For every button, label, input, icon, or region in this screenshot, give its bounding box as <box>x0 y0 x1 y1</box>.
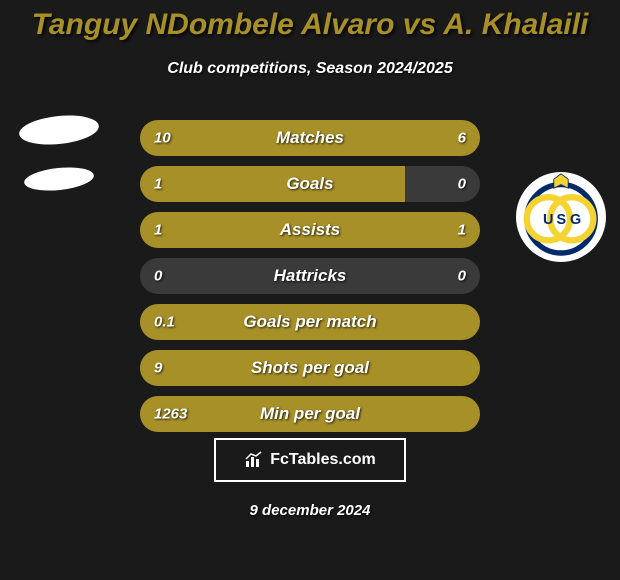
stat-right-value: 6 <box>458 130 466 147</box>
page-title: Tanguy NDombele Alvaro vs A. Khalaili <box>0 0 620 42</box>
svg-text:S: S <box>557 212 567 228</box>
footer-brand-box: FcTables.com <box>214 438 406 482</box>
stat-bar: 10 6 Matches <box>140 120 480 156</box>
stat-bar: 0 0 Hattricks <box>140 258 480 294</box>
stat-label: Matches <box>276 128 344 148</box>
club-crest-icon: U S G <box>516 172 606 262</box>
stat-bar: 0.1 Goals per match <box>140 304 480 340</box>
stat-right-value: 0 <box>458 268 466 285</box>
svg-text:U: U <box>543 212 553 228</box>
stat-bar: 1263 Min per goal <box>140 396 480 432</box>
stat-bar: 9 Shots per goal <box>140 350 480 386</box>
stat-label: Assists <box>280 220 340 240</box>
ellipse-icon <box>23 164 95 193</box>
right-team-badge: U S G <box>516 172 606 262</box>
left-team-badge <box>14 116 104 206</box>
stat-bar: 1 1 Assists <box>140 212 480 248</box>
stat-left-value: 9 <box>154 360 162 377</box>
stat-label: Goals <box>286 174 333 194</box>
stat-label: Goals per match <box>243 312 376 332</box>
svg-text:G: G <box>570 212 581 228</box>
stat-right-value: 1 <box>458 222 466 239</box>
stat-right-value: 0 <box>458 176 466 193</box>
stat-left-value: 1263 <box>154 406 187 423</box>
stat-label: Shots per goal <box>251 358 369 378</box>
stat-label: Hattricks <box>274 266 347 286</box>
comparison-bars: 106Matches10Goals11Assists00Hattricks0.1… <box>140 120 480 442</box>
stat-left-value: 10 <box>154 130 171 147</box>
ellipse-icon <box>18 112 100 148</box>
footer-brand-text: FcTables.com <box>270 451 376 469</box>
stat-left-value: 0.1 <box>154 314 175 331</box>
stat-label: Min per goal <box>260 404 360 424</box>
footer-date: 9 december 2024 <box>0 502 620 519</box>
stat-bar: 1 0 Goals <box>140 166 480 202</box>
bar-fill-left <box>140 166 405 202</box>
subtitle: Club competitions, Season 2024/2025 <box>0 60 620 78</box>
chart-icon <box>244 451 266 469</box>
stat-left-value: 0 <box>154 268 162 285</box>
footer-brand: FcTables.com <box>244 451 376 469</box>
stat-left-value: 1 <box>154 176 162 193</box>
stat-left-value: 1 <box>154 222 162 239</box>
